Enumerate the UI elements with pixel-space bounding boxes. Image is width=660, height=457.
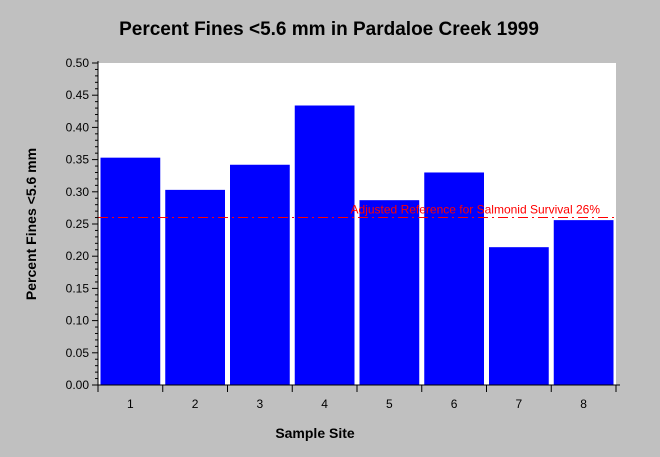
x-tick-label: 8 bbox=[580, 397, 587, 411]
x-axis-label: Sample Site bbox=[275, 425, 355, 441]
y-tick-label: 0.00 bbox=[66, 378, 90, 392]
bar-site-6 bbox=[424, 172, 484, 385]
bar-site-5 bbox=[359, 200, 420, 385]
y-tick-label: 0.30 bbox=[66, 185, 90, 199]
reference-line-label: Adjusted Reference for Salmonid Survival… bbox=[351, 203, 601, 217]
y-tick-label: 0.40 bbox=[66, 120, 90, 134]
bar-site-8 bbox=[553, 220, 614, 385]
reference-layer: Adjusted Reference for Salmonid Survival… bbox=[98, 203, 616, 219]
bar-site-3 bbox=[230, 164, 290, 385]
x-tick-label: 4 bbox=[321, 397, 328, 411]
bar-site-1 bbox=[100, 157, 161, 385]
y-tick-label: 0.15 bbox=[66, 281, 90, 295]
y-tick-label: 0.20 bbox=[66, 249, 90, 263]
y-tick-label: 0.50 bbox=[66, 56, 90, 70]
bar-site-2 bbox=[165, 189, 225, 385]
y-tick-label: 0.45 bbox=[66, 88, 90, 102]
y-axis-label: Percent Fines <5.6 mm bbox=[23, 148, 39, 300]
x-tick-label: 5 bbox=[386, 397, 393, 411]
y-tick-label: 0.25 bbox=[66, 217, 90, 231]
bars-layer bbox=[100, 105, 614, 385]
x-tick-label: 6 bbox=[451, 397, 458, 411]
x-tick-label: 2 bbox=[192, 397, 199, 411]
axes-layer: 0.00 0.05 0.10 0.15 0.20 0.25 0.30 0.35 0.40 0.45… bbox=[66, 56, 620, 411]
x-tick-label: 3 bbox=[257, 397, 264, 411]
x-tick-label: 7 bbox=[516, 397, 523, 411]
x-tick-label: 1 bbox=[127, 397, 134, 411]
y-tick-label: 0.05 bbox=[66, 346, 90, 360]
y-tick-label: 0.35 bbox=[66, 153, 90, 167]
bar-site-7 bbox=[489, 247, 549, 385]
bar-site-4 bbox=[294, 105, 355, 385]
chart-title: Percent Fines <5.6 mm in Pardaloe Creek … bbox=[119, 19, 539, 40]
y-tick-label: 0.10 bbox=[66, 314, 90, 328]
